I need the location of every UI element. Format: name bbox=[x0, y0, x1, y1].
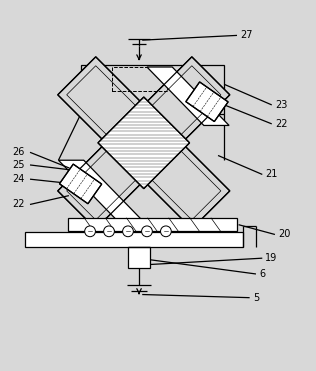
Polygon shape bbox=[98, 97, 190, 189]
Circle shape bbox=[123, 226, 133, 237]
Polygon shape bbox=[58, 160, 141, 219]
Text: 24: 24 bbox=[13, 174, 25, 184]
Circle shape bbox=[85, 226, 95, 237]
Text: 26: 26 bbox=[13, 147, 25, 157]
Text: 23: 23 bbox=[275, 100, 287, 110]
Bar bbox=[25, 232, 243, 247]
Polygon shape bbox=[147, 67, 229, 125]
Polygon shape bbox=[58, 57, 230, 229]
Text: 6: 6 bbox=[259, 269, 265, 279]
Polygon shape bbox=[186, 82, 228, 122]
Text: 27: 27 bbox=[240, 30, 253, 40]
Circle shape bbox=[142, 226, 152, 237]
Text: 25: 25 bbox=[13, 160, 25, 170]
Bar bbox=[128, 247, 150, 267]
Bar bbox=[68, 218, 237, 232]
Polygon shape bbox=[59, 164, 102, 204]
Text: 22: 22 bbox=[13, 200, 25, 210]
Polygon shape bbox=[58, 57, 230, 229]
Text: 5: 5 bbox=[253, 293, 259, 303]
Text: 20: 20 bbox=[278, 230, 290, 239]
Polygon shape bbox=[81, 65, 224, 114]
Text: 22: 22 bbox=[275, 119, 288, 129]
Text: 19: 19 bbox=[265, 253, 278, 263]
Circle shape bbox=[161, 226, 171, 237]
Circle shape bbox=[104, 226, 114, 237]
Bar bbox=[112, 67, 167, 91]
Text: 21: 21 bbox=[265, 170, 278, 180]
